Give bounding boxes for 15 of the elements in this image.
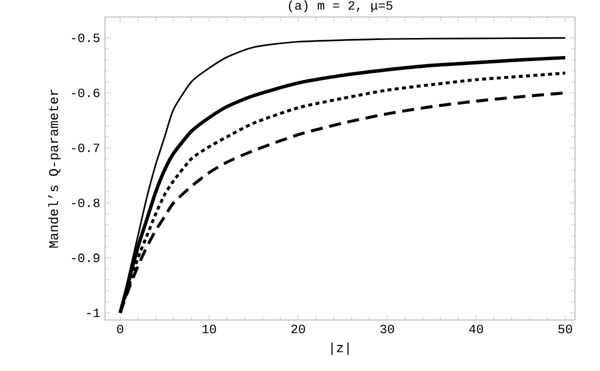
x-axis-title: |z| [331,342,349,355]
x-tick-label: 20 [291,324,305,334]
y-tick-label: -0.8 [72,198,100,208]
chart-title: (a) m = 2, μ=5 [288,0,392,12]
x-tick-label: 40 [469,324,484,334]
y-tick-label: -0.9 [72,254,100,262]
y-tick-label: -0.5 [72,34,100,42]
x-tick-label: 0 [117,324,124,334]
x-tick-label: 50 [558,324,572,334]
x-tick-label: 10 [202,324,216,334]
x-tick-label: 30 [380,324,394,334]
y-axis-title: Mandel’s Q-parameter [48,90,61,248]
y-tick-label: -1 [87,308,100,318]
y-tick-label: -0.7 [72,144,100,152]
y-tick-label: -0.6 [72,88,100,98]
